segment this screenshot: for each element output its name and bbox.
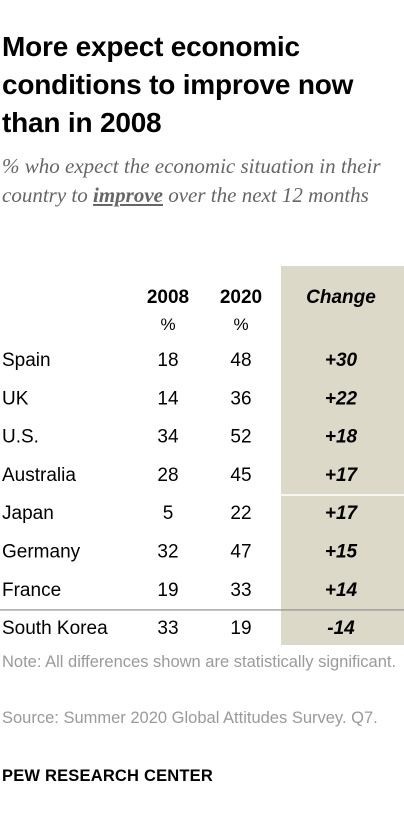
- cell-2020: 33: [230, 580, 251, 601]
- subtitle-highlight: improve: [92, 183, 163, 207]
- column-header-3: Change: [306, 287, 376, 308]
- cell-2020: 36: [230, 388, 251, 409]
- source-text: Source: Summer 2020 Global Attitudes Sur…: [2, 709, 378, 727]
- pew-logo-text: PEW RESEARCH CENTER: [2, 767, 213, 785]
- row-label: Germany: [2, 542, 81, 563]
- note-text: Note: All differences shown are statisti…: [2, 653, 397, 671]
- cell-2020: 45: [230, 465, 251, 486]
- row-label: UK: [2, 388, 29, 409]
- cell-2008: 32: [157, 542, 178, 563]
- cell-change: +18: [325, 427, 358, 448]
- row-label: France: [2, 580, 61, 601]
- column-header-2: 2020: [220, 287, 262, 308]
- cell-2020: 52: [230, 427, 251, 448]
- cell-2008: 5: [163, 503, 174, 524]
- change-table: 2008 2020 Change% % Spain 18 48 +30 UK 14 36 +22 U.S…: [0, 266, 404, 645]
- cell-2020: 22: [230, 503, 251, 524]
- cell-2008: 18: [157, 350, 178, 371]
- row-label: U.S.: [2, 427, 39, 448]
- cell-2008: 19: [157, 580, 178, 601]
- cell-2020: 48: [230, 350, 251, 371]
- cell-change: +30: [325, 350, 358, 371]
- row-label: South Korea: [2, 618, 108, 639]
- cell-change: +17: [325, 503, 359, 524]
- unit-label-2: %: [233, 315, 248, 334]
- cell-2008: 34: [157, 427, 179, 448]
- row-label: Spain: [2, 350, 51, 371]
- cell-2008: 14: [157, 388, 179, 409]
- cell-2020: 19: [230, 618, 251, 639]
- chart-title: More expect economic conditions to impro…: [2, 31, 354, 138]
- cell-change: +14: [325, 580, 358, 601]
- cell-2008: 33: [157, 618, 178, 639]
- cell-2008: 28: [157, 465, 178, 486]
- unit-label-1: %: [160, 315, 175, 334]
- change-column-bg: [281, 266, 404, 645]
- column-header-1: 2008: [147, 287, 189, 308]
- cell-2020: 47: [230, 542, 251, 563]
- cell-change: +17: [325, 465, 359, 486]
- cell-change: -14: [327, 618, 355, 639]
- row-label: Japan: [2, 503, 54, 524]
- subtitle-text-end: over the next 12 months: [162, 183, 369, 207]
- subtitle-text-start: % who expect the economic situation in t…: [2, 154, 381, 207]
- row-label: Australia: [2, 465, 76, 486]
- chart-subtitle: % who expect the economic situation in t…: [2, 152, 402, 210]
- cell-change: +22: [325, 388, 358, 409]
- cell-change: +15: [325, 542, 358, 563]
